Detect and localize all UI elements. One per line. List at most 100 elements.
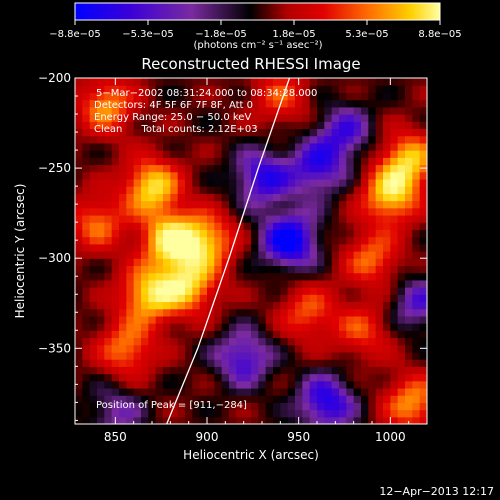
heatmap-cell: [368, 395, 377, 403]
heatmap-cell: [119, 301, 127, 310]
heatmap-cell: [207, 416, 215, 424]
heatmap-cell: [353, 229, 362, 238]
heatmap-cell: [97, 92, 105, 101]
heatmap-cell: [75, 380, 83, 389]
heatmap-cell: [111, 294, 120, 303]
heatmap-cell: [155, 337, 164, 346]
heatmap-cell: [265, 186, 274, 194]
heatmap-cell: [390, 214, 399, 223]
heatmap-cell: [302, 258, 311, 267]
heatmap-cell: [141, 157, 149, 166]
heatmap-cell: [390, 142, 399, 151]
heatmap-cell: [207, 142, 215, 151]
heatmap-cell: [280, 330, 289, 339]
heatmap-cell: [368, 114, 377, 122]
heatmap-cell: [295, 315, 303, 324]
heatmap-cell: [133, 200, 142, 209]
heatmap-cell: [251, 207, 259, 216]
heatmap-cell: [192, 416, 201, 424]
heatmap-cell: [214, 85, 223, 94]
heatmap-cell: [397, 236, 406, 245]
heatmap-cell: [163, 294, 171, 303]
heatmap-cell: [353, 114, 362, 122]
heatmap-cell: [243, 135, 252, 144]
heatmap-cell: [295, 308, 303, 317]
heatmap-cell: [133, 351, 142, 360]
heatmap-cell: [148, 106, 157, 115]
heatmap-cell: [280, 395, 289, 403]
heatmap-cell: [324, 78, 333, 86]
heatmap-cell: [221, 186, 230, 194]
heatmap-cell: [302, 395, 311, 403]
heatmap-cell: [309, 114, 318, 122]
heatmap-cell: [148, 258, 157, 267]
heatmap-cell: [97, 265, 105, 274]
heatmap-cell: [221, 380, 230, 389]
heatmap-cell: [75, 200, 83, 209]
heatmap-cell: [119, 409, 127, 418]
heatmap-cell: [368, 200, 377, 209]
heatmap-cell: [163, 402, 171, 411]
heatmap-cell: [111, 142, 120, 151]
heatmap-cell: [295, 157, 303, 166]
heatmap-cell: [258, 294, 267, 303]
heatmap-cell: [309, 157, 318, 166]
heatmap-cell: [258, 395, 267, 403]
heatmap-cell: [163, 186, 171, 194]
heatmap-cell: [324, 351, 333, 360]
heatmap-cell: [236, 178, 245, 187]
heatmap-cell: [251, 344, 259, 353]
heatmap-cell: [383, 128, 391, 137]
heatmap-cell: [331, 243, 340, 252]
heatmap-cell: [280, 337, 289, 346]
heatmap-cell: [148, 416, 157, 424]
heatmap-cell: [287, 150, 296, 158]
heatmap-cell: [397, 402, 406, 411]
heatmap-cell: [133, 186, 142, 194]
heatmap-cell: [155, 171, 164, 180]
heatmap-cell: [97, 150, 105, 158]
heatmap-cell: [192, 308, 201, 317]
heatmap-cell: [331, 214, 340, 223]
heatmap-cell: [133, 178, 142, 187]
heatmap-cell: [390, 416, 399, 424]
heatmap-cell: [397, 359, 406, 367]
heatmap-cell: [229, 207, 237, 216]
annotation-energy-range: Energy Range: 25.0 − 50.0 keV: [94, 112, 251, 123]
heatmap-cell: [155, 135, 164, 144]
heatmap-cell: [331, 128, 340, 137]
heatmap-cell: [346, 114, 355, 122]
heatmap-cell: [148, 395, 157, 403]
heatmap-cell: [133, 251, 142, 259]
heatmap-cell: [243, 193, 252, 202]
heatmap-cell: [163, 258, 171, 267]
heatmap-cell: [405, 287, 413, 295]
heatmap-cell: [273, 200, 281, 209]
heatmap-cell: [273, 366, 281, 375]
heatmap-cell: [309, 186, 318, 194]
heatmap-cell: [353, 294, 362, 303]
heatmap-cell: [419, 200, 427, 209]
heatmap-cell: [324, 164, 333, 173]
heatmap-cell: [207, 121, 215, 130]
heatmap-cell: [390, 395, 399, 403]
heatmap-cell: [199, 214, 208, 223]
heatmap-cell: [390, 366, 399, 375]
heatmap-cell: [243, 402, 252, 411]
heatmap-cell: [75, 409, 83, 418]
heatmap-cell: [353, 373, 362, 382]
heatmap-cell: [133, 395, 142, 403]
heatmap-cell: [185, 150, 193, 158]
heatmap-cell: [273, 128, 281, 137]
x-tick-label: 850: [104, 430, 127, 444]
heatmap-cell: [126, 128, 135, 137]
heatmap-cell: [155, 301, 164, 310]
heatmap-cell: [163, 351, 171, 360]
heatmap-cell: [133, 214, 142, 223]
heatmap-cell: [273, 236, 281, 245]
heatmap-cell: [412, 351, 421, 360]
heatmap-cell: [177, 135, 186, 144]
heatmap-cell: [405, 207, 413, 216]
heatmap-cell: [185, 251, 193, 259]
heatmap-cell: [236, 128, 245, 137]
